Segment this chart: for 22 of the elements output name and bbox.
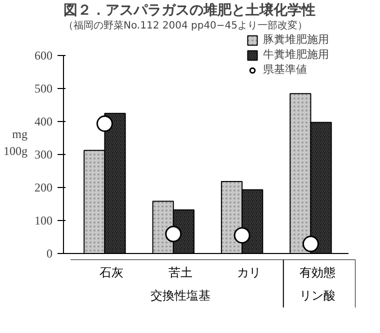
point [165, 226, 182, 242]
y-tick-label: 400 [34, 114, 52, 128]
y-tick-label: 0 [46, 246, 52, 260]
y-tick-label: 500 [34, 81, 52, 96]
x-tick-label: 石灰 [100, 266, 124, 280]
legend-label: 牛糞堆肥施用 [263, 47, 329, 62]
y-tick-label: 100 [34, 213, 52, 228]
y-axis-title: mg 100g [4, 127, 28, 158]
x-tick-label: 有効態リン酸 [300, 266, 336, 302]
x-tick-label: カリ [237, 266, 262, 280]
point [234, 227, 250, 244]
x-tick-label: 苦土 [168, 266, 192, 280]
text: 交換性塩基 [150, 288, 210, 302]
y-tick-label: 300 [34, 147, 52, 162]
y-tick-label: 600 [34, 48, 52, 62]
legend-label: 豚糞堆肥施用 [263, 32, 329, 47]
y-tick-label: 200 [34, 180, 52, 194]
chart-subtitle: （福岡の野菜No.112 2004 pp40−45より一部改変） [64, 20, 308, 32]
point [96, 115, 113, 132]
chart-title: 図２．アスパラガスの堆肥と土壌化学性 [64, 2, 316, 18]
point [302, 236, 319, 252]
legend-label: 県基準値 [263, 62, 307, 77]
